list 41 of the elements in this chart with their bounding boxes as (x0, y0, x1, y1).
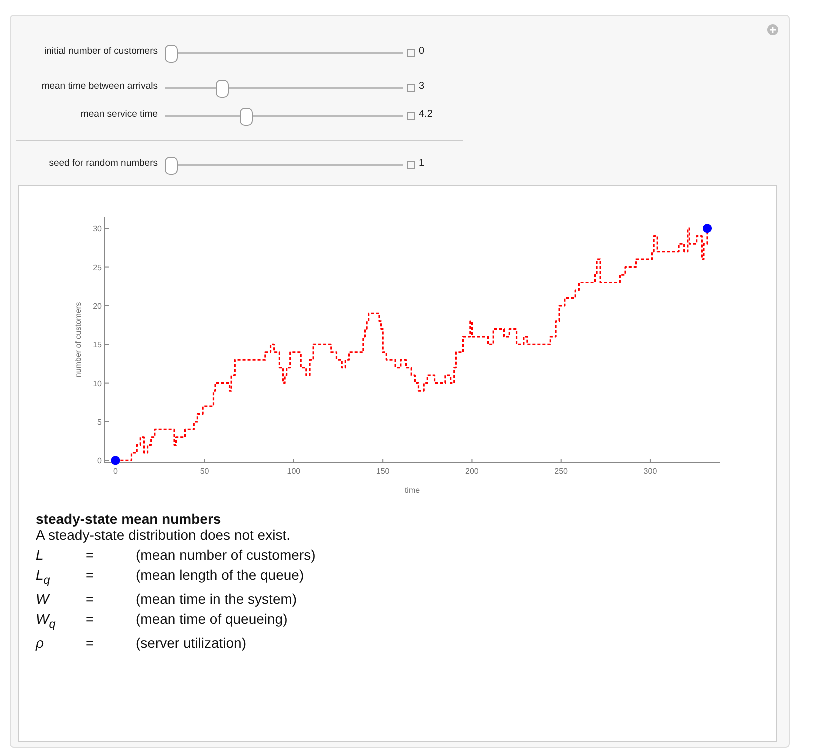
x-tick-label: 200 (466, 467, 480, 476)
text: 4.2 (419, 109, 433, 120)
text: = (86, 567, 96, 585)
text: 0 (419, 46, 425, 57)
text: (mean time of queueing) (136, 610, 289, 629)
text: L$_{q}$ (36, 567, 52, 587)
text: (mean time in the system) (136, 590, 298, 607)
text: ρ (36, 634, 46, 651)
x-tick-label: 300 (644, 467, 658, 476)
text: steady-state mean numbers (36, 511, 222, 527)
text: (mean length of the queue) (136, 567, 306, 585)
y-axis-title: number of customers (74, 302, 83, 378)
text: W (36, 590, 52, 607)
text: L (36, 547, 45, 563)
text: 1 (419, 158, 425, 169)
y-tick-label: 25 (93, 263, 103, 272)
text: mean service time (80, 109, 158, 120)
y-tick-label: 10 (93, 379, 103, 388)
text: (server utilization) (136, 634, 248, 651)
x-tick-label: 250 (554, 467, 569, 476)
text: W$_{q}$ (36, 610, 57, 631)
text: seed for random numbers (49, 158, 158, 169)
text: = (86, 634, 96, 651)
x-tick-label: 100 (287, 467, 302, 476)
text: 3 (419, 81, 425, 92)
text: initial number of customers (44, 46, 158, 57)
text: = (86, 590, 96, 607)
text: A steady-state distribution does not exist. (36, 527, 292, 543)
x-tick-label: 150 (376, 467, 390, 476)
y-tick-label: 5 (98, 418, 103, 427)
text: = (86, 610, 96, 629)
y-tick-label: 20 (93, 302, 103, 311)
y-tick-label: 0 (98, 456, 103, 466)
x-tick-label: 0 (113, 467, 118, 476)
y-tick-label: 15 (93, 340, 103, 350)
text: = (86, 547, 96, 563)
x-tick-label: 50 (200, 467, 210, 476)
text: mean time between arrivals (42, 81, 158, 92)
x-axis-title: time (404, 486, 421, 495)
y-tick-label: 30 (93, 224, 103, 234)
text: (mean number of customers) (136, 547, 317, 563)
